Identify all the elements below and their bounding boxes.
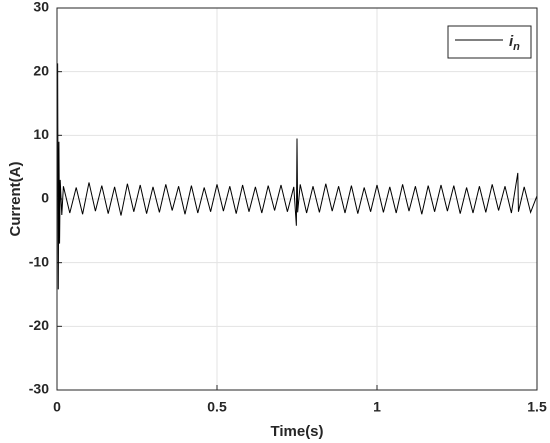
y-tick-label: -30 (29, 381, 49, 397)
y-axis-label: Current(A) (7, 162, 24, 237)
x-tick-label: 1.5 (527, 399, 547, 415)
legend-box (447, 25, 532, 59)
y-tick-label: 10 (33, 126, 49, 142)
axes-box (56, 7, 538, 391)
data-line (56, 63, 538, 290)
y-tick-label: -20 (29, 317, 49, 333)
legend-label-sub: n (513, 41, 520, 53)
legend-label-main: i (509, 33, 514, 50)
x-tick-label: 0 (53, 399, 61, 415)
legend-label: in (509, 33, 520, 53)
y-tick-label: 20 (33, 62, 49, 78)
x-tick-label: 1 (373, 399, 381, 415)
x-tick-label: 0.5 (207, 399, 227, 415)
x-axis-label: Time(s) (270, 423, 323, 440)
y-tick-label: 30 (33, 0, 49, 15)
y-tick-label: -10 (29, 253, 49, 269)
y-tick-label: 0 (41, 190, 49, 206)
